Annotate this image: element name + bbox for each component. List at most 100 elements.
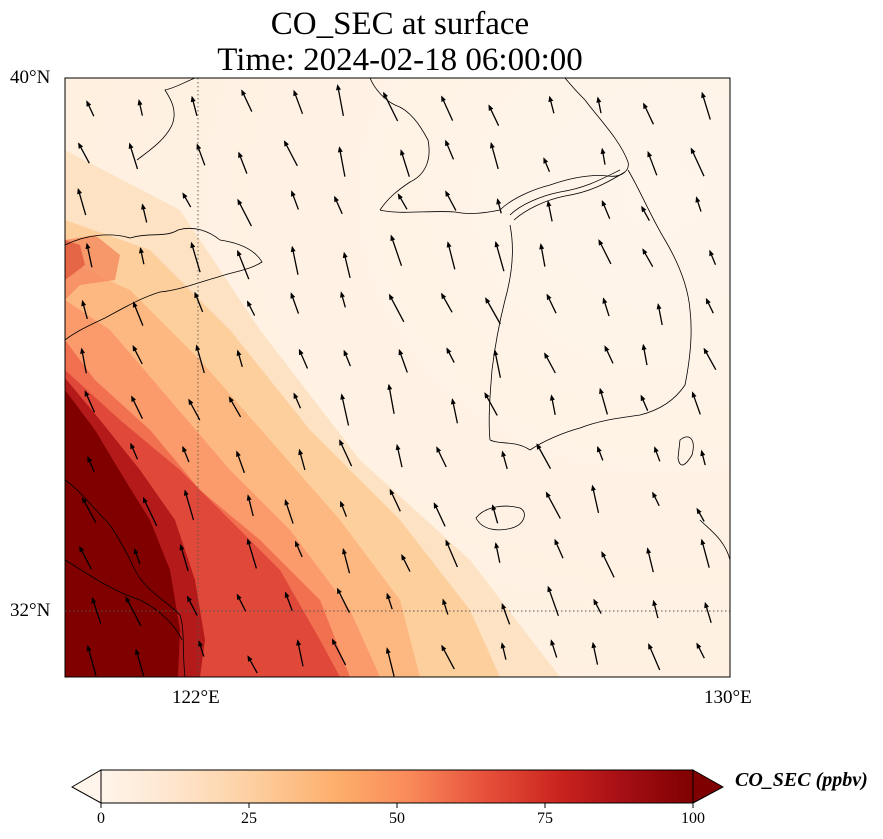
wind-vector-shaft [601, 552, 615, 578]
wind-vector-shaft [337, 85, 345, 117]
wind-vector-arrowhead [547, 585, 553, 593]
wind-vector-arrowhead [284, 499, 290, 506]
wind-vector-arrowhead [543, 157, 549, 164]
wind-vector-arrowhead [82, 497, 87, 504]
wind-vector-shaft [339, 440, 353, 467]
wind-vector-shaft [545, 492, 561, 519]
wind-vector-arrowhead [601, 200, 607, 207]
wind-vector-shaft [536, 444, 552, 470]
wind-vector-arrowhead [597, 446, 602, 453]
wind-vector-arrowhead [401, 554, 407, 561]
wind-vector-shaft [445, 540, 458, 568]
map-title: CO_SEC at surface [270, 6, 530, 42]
wind-vector-arrowhead [704, 601, 709, 609]
wind-vector-arrowhead [591, 641, 597, 649]
wind-vector-arrowhead [591, 484, 596, 491]
wind-vector-arrowhead [641, 343, 647, 351]
wind-vector-arrowhead [131, 395, 136, 402]
wind-vector-arrowhead [298, 348, 304, 356]
wind-vector-shaft [383, 92, 399, 122]
wind-vector-arrowhead [496, 198, 502, 205]
wind-vector-arrowhead [81, 299, 87, 307]
wind-vector-arrowhead [337, 146, 343, 153]
wind-vector-arrowhead [493, 349, 499, 356]
wind-vector-arrowhead [86, 100, 92, 107]
wind-vector-arrowhead [593, 598, 599, 606]
colorbar-tick-marks [100, 803, 694, 808]
wind-vector-arrowhead [441, 95, 446, 102]
wind-vector-arrowhead [389, 488, 395, 496]
wind-vector-arrowhead [433, 502, 439, 509]
wind-vector-arrowhead [696, 507, 702, 515]
wind-vector-arrowhead [141, 203, 146, 210]
wind-vector-shaft [195, 345, 205, 374]
concentration-field [65, 78, 730, 677]
wind-vector-arrowhead [441, 644, 447, 652]
wind-vector-arrowhead [290, 245, 296, 253]
wind-vector-shaft [341, 394, 350, 426]
wind-vector-arrowhead [703, 347, 709, 355]
wind-vector-shaft [184, 490, 195, 521]
wind-vectors [77, 84, 717, 677]
wind-vector-shaft [547, 586, 560, 617]
wind-vector-shaft [87, 646, 97, 676]
wind-vector-shaft [447, 242, 456, 270]
wind-vector-shaft [648, 644, 661, 671]
lon-label-130e: 130°E [704, 687, 752, 708]
colorbar-tick-25: 25 [241, 810, 257, 827]
wind-vector-shaft [190, 242, 201, 273]
wind-vector-arrowhead [599, 387, 604, 395]
wind-vector-arrowhead [293, 89, 298, 97]
wind-vector-arrowhead [601, 551, 607, 558]
wind-vector-arrowhead [87, 455, 93, 463]
wind-vector-arrowhead [656, 303, 662, 310]
map-frame [64, 77, 731, 678]
wind-vector-arrowhead [336, 84, 341, 91]
wind-vector-arrowhead [188, 398, 194, 406]
wind-vector-arrowhead [139, 247, 144, 254]
wind-vector-arrowhead [179, 544, 185, 551]
wind-vector-arrowhead [383, 91, 388, 99]
wind-vector-arrowhead [194, 291, 200, 299]
wind-vector-arrowhead [186, 595, 192, 603]
wind-vector-shaft [485, 298, 501, 325]
wind-vector-arrowhead [334, 195, 339, 203]
lat-label-32n: 32°N [10, 600, 51, 621]
wind-vector-arrowhead [133, 548, 139, 555]
wind-vector-arrowhead [86, 645, 92, 652]
wind-vector-arrowhead [247, 655, 253, 662]
wind-vector-arrowhead [554, 538, 560, 546]
colorbar-bar [100, 769, 694, 804]
map-subtitle-time: Time: 2024-02-18 06:00:00 [217, 42, 583, 78]
wind-vector-arrowhead [190, 241, 196, 249]
wind-vector-arrowhead [128, 142, 134, 149]
wind-vector-arrowhead [236, 450, 241, 457]
wind-vector-arrowhead [340, 500, 345, 508]
wind-vector-arrowhead [91, 597, 97, 604]
wind-vector-arrowhead [700, 449, 706, 457]
wind-vector-arrowhead [491, 504, 497, 511]
wind-vector-shaft [701, 539, 710, 568]
colorbar-tick-100: 100 [681, 810, 705, 827]
wind-vector-arrowhead [385, 647, 391, 654]
lon-label-122e: 122°E [172, 687, 220, 708]
wind-vector-shaft [389, 294, 405, 323]
wind-vector-arrowhead [85, 242, 91, 250]
wind-vector-arrowhead [494, 542, 500, 549]
colorbar-title: CO_SEC (ppbv) [735, 769, 868, 791]
wind-vector-arrowhead [445, 539, 451, 546]
wind-vector-arrowhead [400, 149, 405, 156]
wind-vector-arrowhead [190, 95, 196, 103]
wind-vector-shaft [142, 497, 158, 527]
wind-vector-shaft [701, 93, 711, 120]
wind-vector-arrowhead [142, 496, 148, 504]
wind-vector-arrowhead [640, 394, 646, 402]
wind-vector-arrowhead [691, 391, 697, 398]
wind-vector-arrowhead [600, 147, 606, 155]
wind-vector-arrowhead [700, 538, 706, 546]
coastlines [65, 78, 730, 677]
wind-vector-arrowhead [641, 205, 647, 213]
gridlines [65, 78, 730, 677]
wind-vector-arrowhead [709, 249, 714, 257]
